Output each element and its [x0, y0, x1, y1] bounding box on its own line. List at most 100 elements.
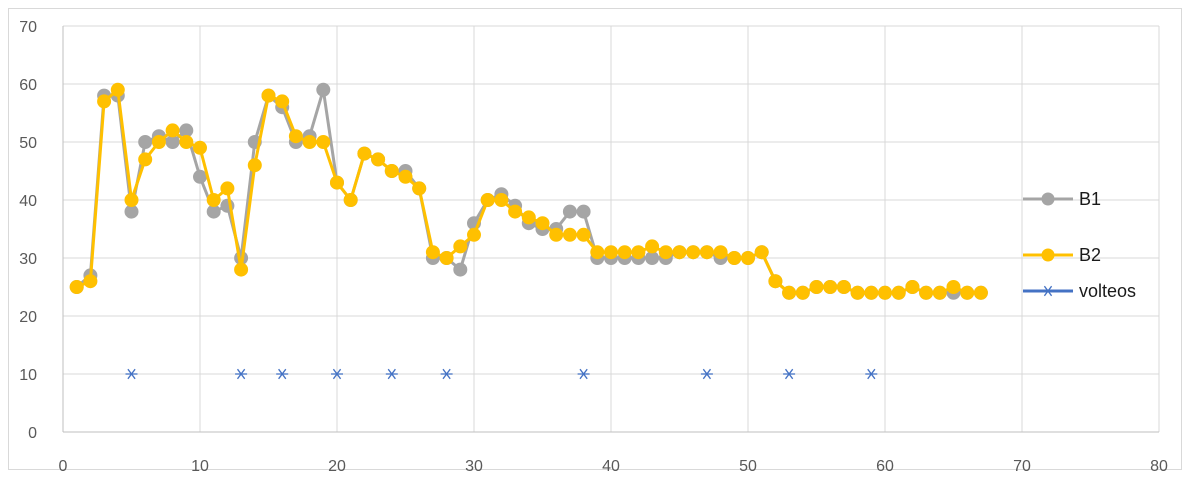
data-point-b1	[165, 135, 180, 149]
x-tick-label: 10	[191, 458, 209, 475]
data-point-b1	[193, 169, 207, 184]
legend-item-b1: B1	[1023, 189, 1101, 209]
y-tick-label: 40	[19, 193, 37, 210]
data-point-b2	[809, 280, 824, 294]
data-point-volteos	[440, 368, 453, 380]
series-b1	[69, 82, 988, 300]
data-point-b2	[330, 175, 344, 190]
y-tick-label: 50	[19, 135, 37, 152]
data-point-b2	[631, 245, 646, 260]
grid	[63, 25, 1160, 432]
data-point-b2	[782, 285, 797, 300]
data-point-b2	[713, 245, 728, 260]
data-point-b2	[549, 227, 564, 242]
data-point-b1	[124, 204, 139, 219]
data-point-b2	[316, 135, 331, 149]
data-point-volteos	[235, 368, 248, 380]
legend-label-volteos: volteos	[1079, 281, 1136, 301]
legend-label-b2: B2	[1079, 245, 1101, 265]
data-point-b2	[946, 280, 961, 294]
data-point-b2	[453, 239, 468, 254]
legend: B1 B2 volteos	[1023, 189, 1136, 301]
data-point-b2	[398, 169, 413, 184]
data-point-b2	[617, 245, 632, 260]
data-point-b2	[658, 245, 673, 260]
data-point-volteos	[125, 368, 138, 380]
star-stroke	[278, 368, 287, 380]
series-b2	[69, 82, 988, 300]
data-point-b2	[110, 82, 125, 97]
y-tick-label: 30	[19, 251, 37, 268]
series	[69, 82, 988, 380]
data-point-b2	[69, 280, 84, 294]
y-tick-label: 0	[28, 425, 37, 442]
data-point-b2	[371, 152, 386, 167]
legend-item-volteos: volteos	[1023, 281, 1136, 301]
data-point-b2	[590, 245, 605, 260]
data-point-b2	[302, 135, 317, 149]
data-point-volteos	[385, 368, 398, 380]
data-point-b2	[151, 135, 166, 149]
data-point-b2	[508, 204, 523, 219]
data-point-b1	[179, 123, 194, 138]
data-point-b2	[138, 152, 153, 167]
data-point-b2	[754, 245, 769, 260]
star-stroke	[332, 368, 342, 380]
star-stroke	[442, 368, 451, 380]
data-point-b2	[97, 94, 112, 109]
data-point-b2	[836, 280, 851, 294]
data-point-b2	[932, 285, 947, 300]
data-point-b2	[261, 88, 276, 103]
data-point-b1	[645, 251, 660, 265]
data-point-b2	[193, 140, 207, 155]
star-stroke	[387, 368, 396, 380]
data-point-b2	[165, 123, 180, 138]
y-tick-label: 70	[19, 19, 37, 36]
data-point-b2	[494, 193, 509, 207]
star-stroke	[867, 368, 876, 380]
legend-marker-volteos	[1042, 285, 1054, 297]
data-point-b2	[645, 239, 660, 254]
data-point-b2	[878, 285, 892, 300]
data-point-b1	[316, 82, 331, 97]
star-stroke	[1043, 285, 1053, 297]
x-tick-label: 0	[59, 458, 68, 475]
x-tick-label: 60	[876, 458, 894, 475]
series-line-b2	[76, 88, 981, 295]
legend-item-b2: B2	[1023, 245, 1101, 265]
legend-label-b1: B1	[1079, 189, 1101, 209]
data-point-b2	[699, 245, 714, 260]
data-point-b2	[604, 245, 618, 260]
data-point-b2	[686, 245, 701, 260]
data-point-b2	[288, 129, 303, 144]
star-stroke	[127, 368, 136, 380]
data-point-b1	[453, 262, 468, 277]
data-point-volteos	[577, 368, 590, 380]
data-point-b2	[727, 251, 742, 265]
data-point-volteos	[865, 368, 878, 380]
data-point-b2	[768, 274, 783, 289]
data-point-b2	[357, 146, 372, 161]
y-tick-label: 60	[19, 77, 37, 94]
data-point-b2	[234, 262, 249, 277]
axes: 0 10 20 30 40 50 60 70 0 10 20 30 40 50 60 70 80	[19, 19, 1168, 475]
data-point-b2	[220, 181, 235, 196]
data-point-b1	[138, 135, 153, 149]
star-stroke	[236, 368, 246, 380]
star-stroke	[579, 368, 588, 380]
data-point-b2	[960, 285, 975, 300]
data-point-b2	[535, 216, 550, 231]
data-point-b2	[576, 227, 591, 242]
legend-marker-b1	[1041, 192, 1055, 206]
star-stroke	[784, 368, 794, 380]
x-tick-label: 50	[739, 458, 757, 475]
y-tick-label: 10	[19, 367, 37, 384]
data-point-b2	[384, 164, 399, 178]
x-tick-label: 40	[602, 458, 620, 475]
data-point-volteos	[783, 368, 796, 380]
data-point-b1	[562, 204, 577, 219]
data-point-b2	[275, 94, 290, 109]
data-point-b2	[343, 193, 358, 207]
x-tick-label: 80	[1150, 458, 1168, 475]
